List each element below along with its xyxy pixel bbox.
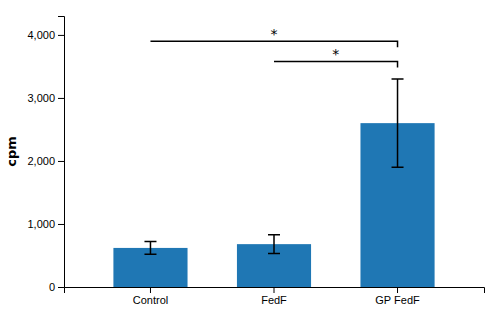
axis-line (58, 17, 65, 288)
marks (113, 41, 434, 287)
annotations: ** (271, 26, 340, 62)
tick: FedF (261, 287, 287, 306)
tick-mark (274, 287, 275, 293)
chart-svg: **01,0002,0003,0004,000ControlFedFGP Fed… (0, 0, 500, 317)
tick: 4,000 (27, 29, 64, 41)
tick-label: 3,000 (27, 92, 55, 104)
tick: Control (133, 287, 168, 306)
tick-label: 4,000 (27, 29, 55, 41)
tick: GP FedF (375, 287, 420, 306)
tick-mark (58, 224, 64, 225)
y-axis: 0 1,000 2,000 3,000 4,000 (27, 17, 64, 294)
tick: 2,000 (27, 155, 64, 167)
tick-label: Control (133, 294, 168, 306)
plot: **01,0002,0003,0004,000ControlFedFGP Fed… (27, 17, 484, 306)
axis-line (65, 288, 485, 294)
tick-label: 0 (49, 281, 55, 293)
significance-label: * (271, 26, 278, 42)
tick-label: 1,000 (27, 218, 55, 230)
error-bar-line (268, 235, 280, 254)
tick: 1,000 (27, 218, 64, 230)
tick-mark (150, 287, 151, 293)
y-axis-label: cpm (4, 136, 19, 167)
tick-mark (58, 98, 64, 99)
tick-mark (58, 35, 64, 36)
error-bar (144, 242, 156, 255)
x-axis: Control FedF GP FedF (65, 287, 485, 306)
tick-label: 2,000 (27, 155, 55, 167)
error-bar (268, 235, 280, 254)
tick-label: GP FedF (375, 294, 420, 306)
tick-label: FedF (261, 294, 287, 306)
tick: 0 (49, 281, 64, 293)
error-bar (392, 79, 404, 167)
significance-label: * (332, 46, 339, 62)
error-bar-line (144, 242, 156, 255)
tick-mark (397, 287, 398, 293)
tick-mark (58, 287, 64, 288)
tick-mark (58, 161, 64, 162)
chart-container: **01,0002,0003,0004,000ControlFedFGP Fed… (0, 0, 500, 317)
tick: 3,000 (27, 92, 64, 104)
error-bar-line (392, 79, 404, 167)
